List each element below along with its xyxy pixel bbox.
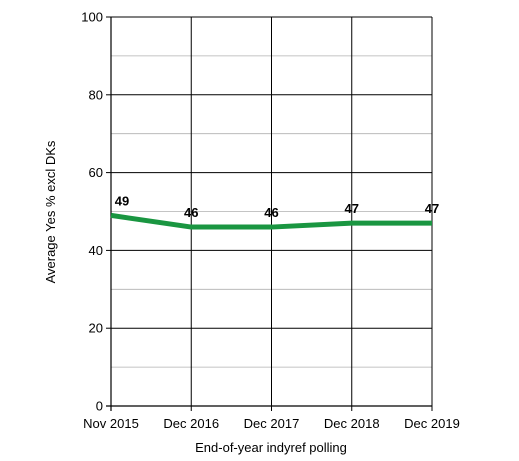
y-tick-label: 60 — [89, 165, 103, 180]
x-tick-label: Dec 2016 — [163, 416, 219, 431]
series-lines — [110, 212, 433, 230]
data-labels: 49 46 46 47 47 — [115, 193, 439, 220]
y-tick-label: 40 — [89, 243, 103, 258]
axes — [106, 16, 433, 411]
data-label: 46 — [264, 205, 278, 220]
y-tick-label: 100 — [81, 10, 103, 25]
y-tick-labels: 0 20 40 60 80 100 — [81, 10, 103, 414]
x-tick-label: Dec 2019 — [404, 416, 460, 431]
y-tick-label: 80 — [89, 87, 103, 102]
x-tick-label: Dec 2018 — [324, 416, 380, 431]
data-label: 47 — [425, 201, 439, 216]
y-axis-title: Average Yes % excl DKs — [43, 140, 58, 283]
x-tick-labels: Nov 2015 Dec 2016 Dec 2017 Dec 2018 Dec 2019 — [83, 416, 460, 431]
data-label: 47 — [345, 201, 359, 216]
x-tick-label: Nov 2015 — [83, 416, 139, 431]
y-tick-label: 0 — [96, 399, 103, 414]
y-tick-label: 20 — [89, 321, 103, 336]
data-label: 46 — [184, 205, 198, 220]
x-axis-title: End-of-year indyref polling — [195, 440, 347, 455]
data-label: 49 — [115, 193, 129, 208]
x-tick-label: Dec 2017 — [244, 416, 300, 431]
